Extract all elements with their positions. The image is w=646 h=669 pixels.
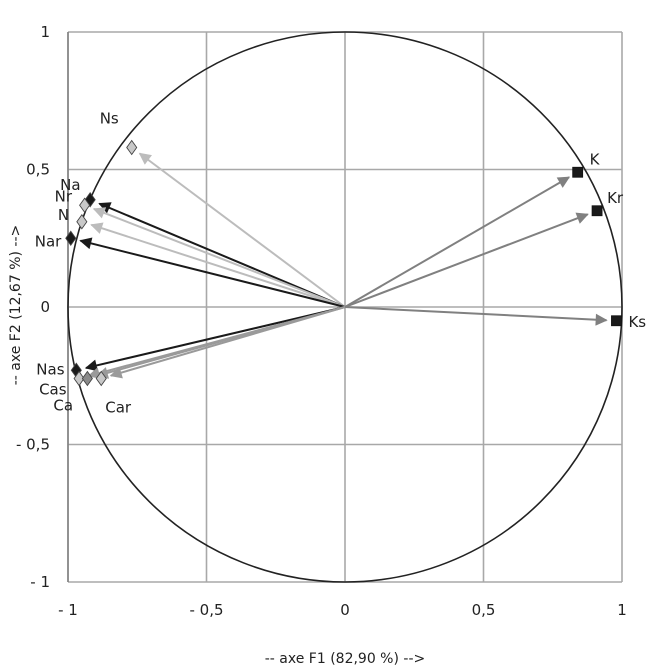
marker-ns <box>127 141 137 155</box>
arrow-n <box>91 225 345 307</box>
arrow-nr <box>94 209 345 307</box>
y-tick-label: 1 <box>40 23 50 41</box>
x-axis-label: -- axe F1 (82,90 %) --> <box>265 651 426 667</box>
label-nr: Nr <box>55 187 73 205</box>
arrow-car <box>111 307 345 376</box>
marker-k <box>573 167 583 177</box>
marker-kr <box>592 206 602 216</box>
arrow-k <box>345 177 569 307</box>
label-nas: Nas <box>36 360 64 378</box>
marker-ca <box>82 372 92 386</box>
arrow-kr <box>345 214 588 307</box>
y-tick-label: 0,5 <box>26 161 50 179</box>
x-tick-label: 0,5 <box>472 601 496 619</box>
y-axis-label: -- axe F2 (12,67 %) --> <box>8 225 24 386</box>
marker-n <box>77 215 87 229</box>
x-tick-label: 1 <box>617 601 627 619</box>
label-ca: Ca <box>53 397 73 415</box>
label-car: Car <box>105 399 132 417</box>
y-tick-label: - 1 <box>30 573 50 591</box>
point-markers <box>66 141 622 386</box>
y-tick-label: - 0,5 <box>16 436 50 454</box>
vector-arrows <box>80 153 606 375</box>
label-nar: Nar <box>35 232 62 250</box>
marker-ks <box>611 316 621 326</box>
x-tick-label: - 0,5 <box>189 601 223 619</box>
label-ns: Ns <box>100 110 119 128</box>
label-k: K <box>590 150 601 168</box>
x-tick-label: - 1 <box>58 601 78 619</box>
arrow-nas <box>86 307 345 368</box>
arrow-ks <box>345 307 606 320</box>
label-n: N <box>58 206 69 224</box>
arrow-ns <box>140 153 345 307</box>
x-tick-label: 0 <box>340 601 350 619</box>
y-tick-label: 0 <box>40 298 50 316</box>
label-ks: Ks <box>628 313 646 331</box>
label-kr: Kr <box>607 189 624 207</box>
